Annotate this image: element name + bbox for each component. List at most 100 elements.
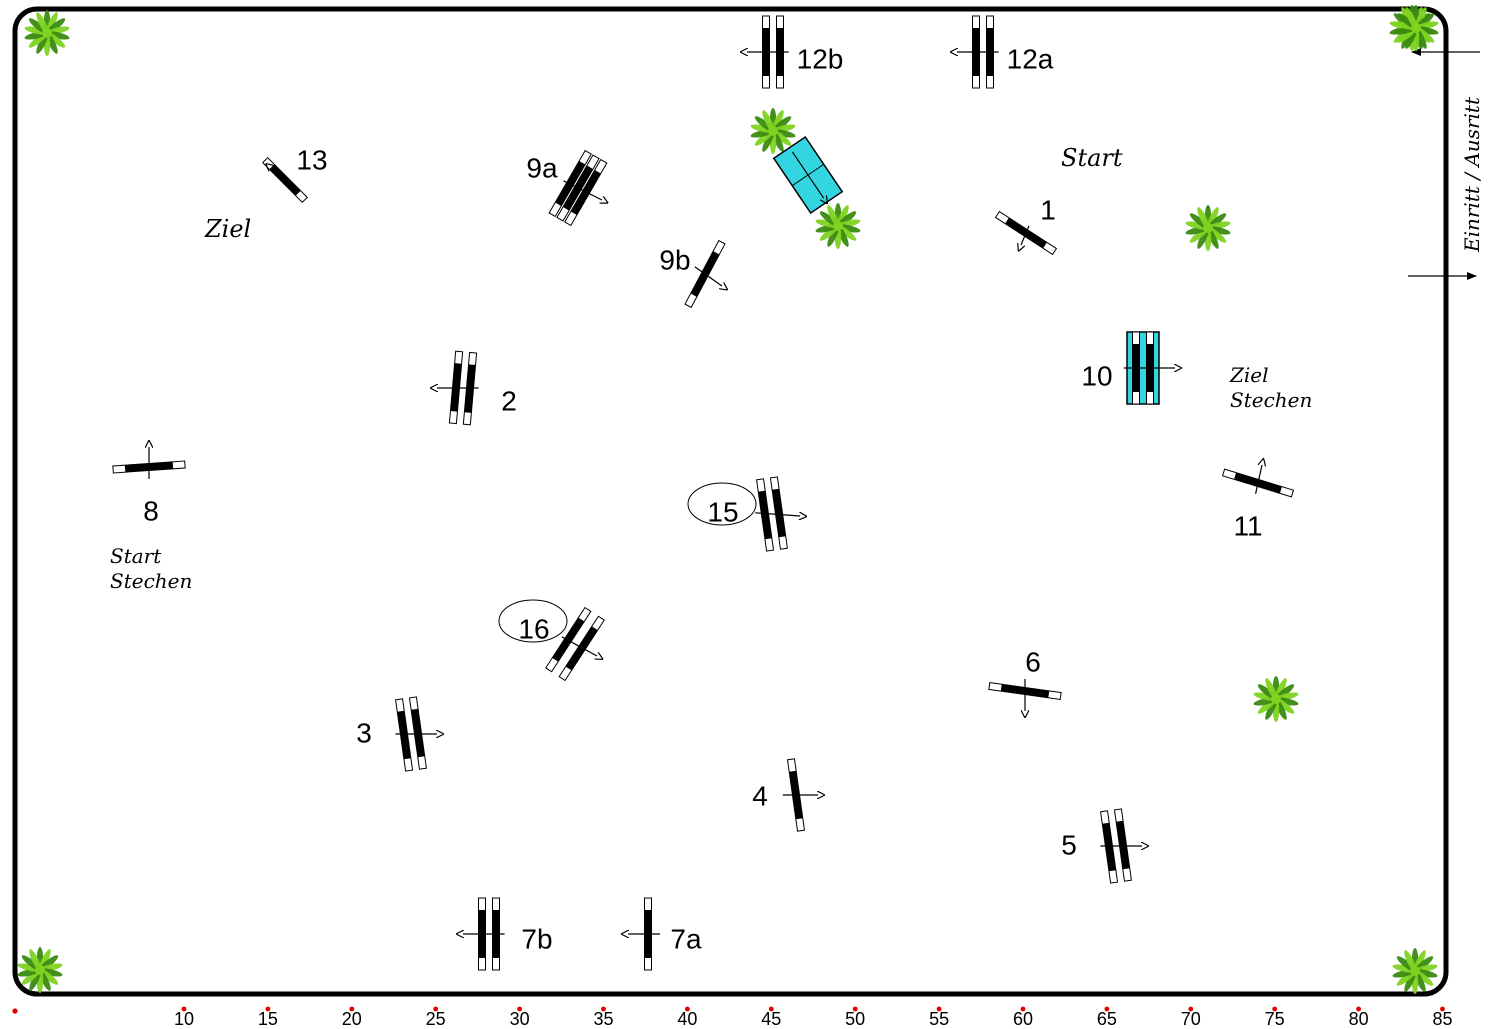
obstacle-label: 10: [1081, 360, 1112, 391]
scale-label: 65: [1097, 1009, 1117, 1029]
pole: [462, 351, 478, 426]
scale-label: 80: [1349, 1009, 1369, 1029]
jumpoff-start-label-2: Stechen: [110, 569, 192, 593]
obstacle-label: 1: [1040, 194, 1056, 225]
obstacle-5: 5: [1061, 808, 1142, 884]
obstacle-label: 12a: [1007, 43, 1054, 74]
plant-icon: [1253, 676, 1299, 722]
scale-tick: [517, 1006, 522, 1012]
scale-tick: [433, 1006, 439, 1012]
plant-icon: [1392, 948, 1438, 994]
obstacle-label: 8: [143, 495, 159, 526]
obstacle-label: 12b: [797, 43, 844, 74]
circle-marker: [498, 599, 568, 643]
scale-tick: [1104, 1006, 1110, 1012]
obstacle-6: 6: [988, 646, 1062, 711]
scale-tick: [1272, 1006, 1278, 1012]
scale-label: 75: [1265, 1009, 1285, 1029]
scale-label: 30: [510, 1009, 530, 1029]
pole: [1100, 810, 1119, 884]
scale-label: 20: [342, 1009, 362, 1029]
obstacle-label: 13: [296, 144, 327, 175]
obstacle-9b: 9b: [659, 239, 725, 309]
obstacle-13: 13: [262, 144, 328, 203]
obstacle-label: 9a: [526, 152, 558, 183]
finish-label: Ziel: [204, 215, 251, 243]
scale-tick: [685, 1006, 690, 1012]
obstacle-4: 4: [752, 758, 818, 832]
scale-tick: [852, 1006, 858, 1012]
obstacle-3: 3: [356, 696, 437, 772]
scale-tick: [181, 1006, 187, 1012]
pole: [769, 476, 788, 550]
scale-label: 55: [929, 1009, 949, 1029]
scale-tick: [1020, 1006, 1026, 1012]
scale-label: 85: [1432, 1009, 1452, 1029]
scale-label: 15: [258, 1009, 278, 1029]
obstacle-12a: 12a: [957, 15, 1054, 89]
obstacle-label: 16: [518, 613, 549, 644]
obstacle-label: 2: [501, 385, 517, 416]
obstacle-11: 11: [1221, 465, 1295, 541]
plant-icon: [24, 10, 70, 56]
pole: [545, 606, 592, 673]
obstacle-label: 5: [1061, 829, 1077, 860]
obstacle-label: 4: [752, 780, 768, 811]
plant-icon: [1393, 5, 1439, 51]
gate: Einritt / Ausritt: [1408, 48, 1484, 280]
obstacle-label: 15: [707, 496, 738, 527]
direction-arrow: [1021, 225, 1030, 245]
scale-label: 50: [845, 1009, 865, 1029]
pole: [1113, 808, 1132, 882]
direction-arrow: [1255, 465, 1262, 494]
scale-tick: [349, 1006, 355, 1012]
plants: [17, 5, 1439, 994]
obstacle-7a: 7a: [628, 897, 702, 971]
start-label: Start: [1061, 144, 1123, 172]
obstacle-10: 10: [1081, 331, 1175, 405]
distance-scale: 10 15 20 25 30 35 40 45 50 55 60 65 70 75 80 85: [12, 1006, 1453, 1029]
scale-tick: [1440, 1006, 1445, 1012]
obstacle-label: 7a: [670, 923, 702, 954]
direction-arrow: [271, 168, 294, 188]
obstacle-1: 1: [994, 194, 1058, 256]
scale-tick: [768, 1006, 774, 1012]
obstacle-16: 16: [498, 599, 605, 682]
direction-arrow: [694, 266, 722, 286]
obstacles: 1 2 3 4 5 6 7a 7b 8 9a 9b 10 11 12a 12b 13 15 16: [112, 15, 1295, 971]
circle-marker: [687, 482, 757, 526]
scale-origin-dot: [12, 1008, 18, 1014]
direction-arrow: [755, 513, 800, 516]
obstacle-label: 11: [1233, 510, 1262, 541]
pole: [395, 698, 414, 772]
plant-icon: [815, 203, 861, 249]
obstacle-8: 8: [112, 447, 186, 526]
plant-icon: [750, 108, 796, 154]
arena-border: [12, 6, 1449, 997]
obstacle-label: 3: [356, 717, 372, 748]
obstacle-9a: 9a: [526, 149, 606, 227]
plant-icon: [1185, 205, 1231, 251]
water-ditch: [772, 135, 844, 215]
scale-label: 35: [593, 1009, 613, 1029]
scale-tick: [1188, 1006, 1194, 1012]
obstacle-label: 9b: [659, 244, 690, 275]
obstacle-label: 6: [1025, 646, 1041, 677]
scale-label: 40: [677, 1009, 697, 1029]
pole: [756, 478, 775, 552]
jumpoff-finish-label-2: Stechen: [1230, 388, 1312, 412]
scale-tick: [936, 1006, 942, 1012]
scale-label: 10: [174, 1009, 194, 1029]
scale-tick: [1356, 1006, 1361, 1012]
direction-arrow: [563, 180, 602, 200]
scale-tick: [265, 1006, 271, 1012]
jumpoff-start-label: Start: [110, 544, 162, 568]
pole: [408, 696, 427, 770]
obstacle-7b: 7b: [463, 897, 553, 971]
scale-label: 45: [761, 1009, 781, 1029]
gate-label: Einritt / Ausritt: [1460, 96, 1484, 253]
scale-label: 25: [426, 1009, 446, 1029]
scale-tick: [601, 1006, 606, 1012]
scale-label: 60: [1013, 1009, 1033, 1029]
